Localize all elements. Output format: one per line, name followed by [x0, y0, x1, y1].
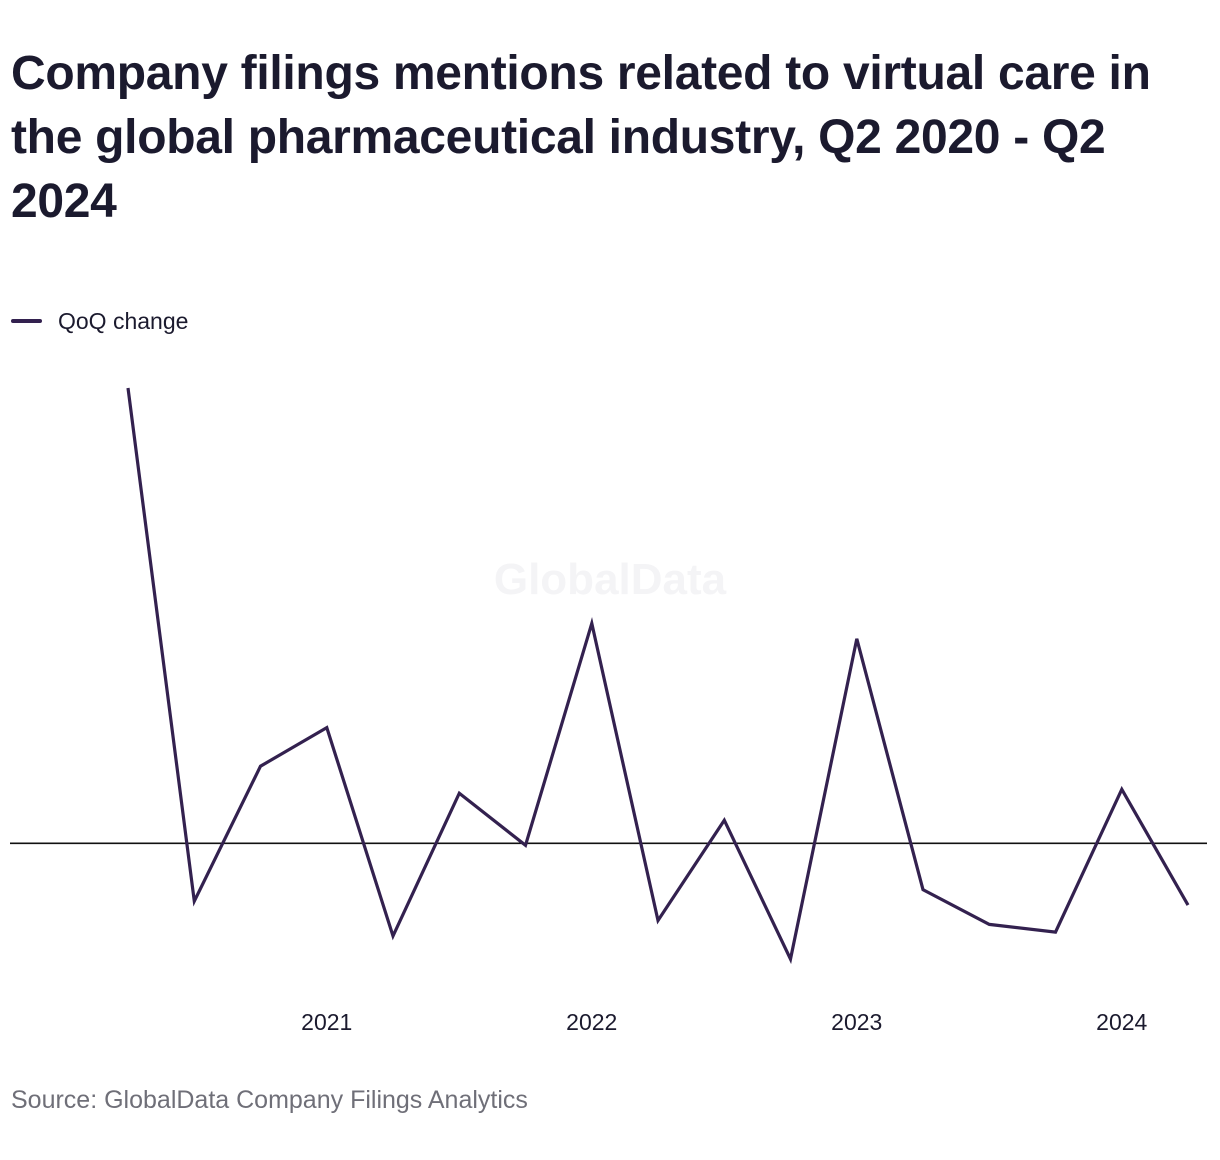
data-point-q1-2021 [324, 725, 330, 731]
x-tick-label-2022: 2022 [566, 1009, 617, 1035]
chart-area: 2021 2022 2023 2024 [0, 350, 1220, 1050]
data-point-q3-2023 [986, 921, 992, 927]
data-point-q4-2023 [1053, 929, 1059, 935]
data-point-q4-2021 [523, 842, 529, 848]
data-point-q2-2020 [125, 385, 131, 391]
data-point-q1-2024 [1119, 786, 1125, 792]
x-tick-label-2024: 2024 [1096, 1009, 1147, 1035]
line-chart: 2021 2022 2023 2024 [10, 385, 1207, 1035]
data-point-q2-2021 [390, 933, 396, 939]
chart-title: Company filings mentions related to virt… [11, 47, 1151, 228]
x-tick-label-2023: 2023 [831, 1009, 882, 1035]
data-point-q4-2022 [788, 956, 794, 962]
data-point-q2-2023 [920, 887, 926, 893]
data-point-q3-2022 [721, 817, 727, 823]
legend-label-qoq-change: QoQ change [58, 307, 189, 334]
x-tick-label-2021: 2021 [301, 1009, 352, 1035]
data-point-q3-2021 [456, 790, 462, 796]
data-point-q1-2022 [589, 620, 595, 626]
data-point-q1-2023 [854, 636, 860, 642]
data-point-q3-2020 [191, 898, 197, 904]
data-point-q4-2020 [258, 763, 264, 769]
legend: QoQ change [11, 306, 188, 336]
data-point-q2-2022 [655, 918, 661, 924]
series-line-qoq-change [126, 387, 1190, 965]
legend-swatch-qoq-change [11, 319, 42, 323]
source-note: Source: GlobalData Company Filings Analy… [11, 1086, 528, 1114]
data-point-q2-2024 [1185, 902, 1191, 908]
watermark-logo: GlobalData [493, 555, 727, 604]
